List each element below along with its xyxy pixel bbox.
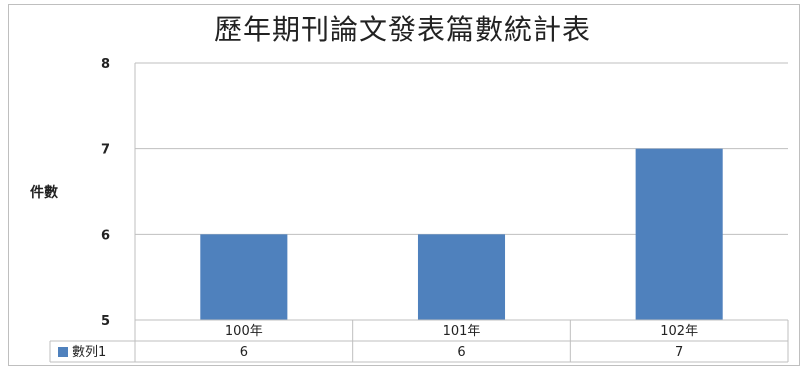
data-label: 6: [457, 345, 465, 360]
bar-101年: [418, 234, 505, 320]
y-tick-label: 7: [101, 143, 110, 158]
bar-102年: [636, 149, 723, 320]
bar-100年: [200, 234, 287, 320]
x-tick-label: 100年: [225, 324, 263, 339]
legend-swatch: [58, 347, 68, 357]
data-table: 100年 6 101年 6 102年 7 數列1: [50, 320, 788, 362]
y-ticks: 5 6 7 8: [101, 57, 110, 329]
bars: [200, 149, 722, 320]
data-label: 6: [240, 345, 248, 360]
data-label: 7: [675, 345, 683, 360]
legend-label: 數列1: [72, 345, 106, 360]
y-tick-label: 5: [101, 314, 110, 329]
x-tick-label: 102年: [660, 324, 698, 339]
y-tick-label: 8: [101, 57, 110, 72]
x-tick-label: 101年: [443, 324, 481, 339]
y-tick-label: 6: [101, 228, 110, 243]
